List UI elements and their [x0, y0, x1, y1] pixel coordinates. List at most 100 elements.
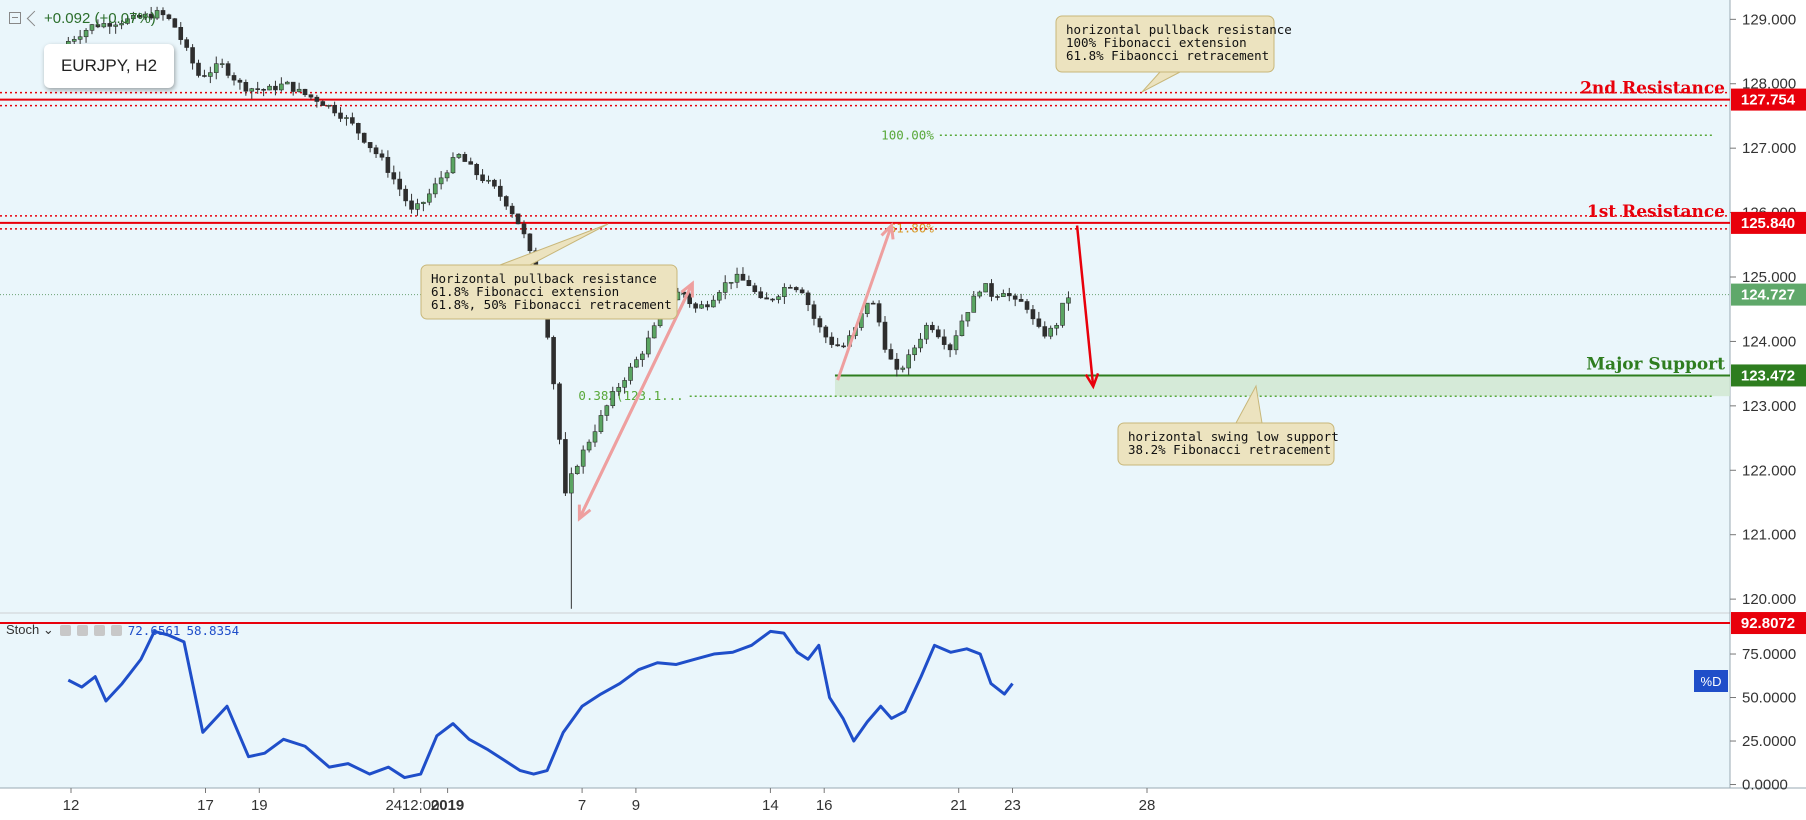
candle-body[interactable]	[711, 299, 716, 308]
candle-body[interactable]	[119, 23, 124, 26]
candle-body[interactable]	[995, 296, 1000, 298]
candle-body[interactable]	[912, 347, 917, 356]
candle-body[interactable]	[421, 201, 426, 204]
candle-body[interactable]	[202, 75, 207, 77]
candle-body[interactable]	[125, 18, 130, 24]
candle-body[interactable]	[261, 89, 266, 91]
candle-body[interactable]	[415, 203, 420, 210]
candle-body[interactable]	[148, 13, 154, 19]
candle-body[interactable]	[876, 303, 882, 323]
candle-body[interactable]	[906, 354, 911, 369]
candle-body[interactable]	[971, 295, 977, 313]
candle-body[interactable]	[793, 287, 799, 291]
support-zone[interactable]	[834, 375, 1730, 397]
candle-body[interactable]	[83, 30, 89, 38]
candle-body[interactable]	[344, 117, 349, 119]
candle-body[interactable]	[113, 24, 118, 27]
candle-body[interactable]	[89, 24, 95, 31]
candle-body[interactable]	[864, 302, 870, 314]
candle-body[interactable]	[131, 15, 136, 20]
candle-body[interactable]	[403, 188, 408, 202]
candle-body[interactable]	[882, 321, 888, 350]
candle-body[interactable]	[71, 39, 77, 42]
candle-body[interactable]	[397, 178, 403, 190]
candle-body[interactable]	[137, 15, 142, 18]
candle-body[interactable]	[734, 273, 740, 283]
candle-body[interactable]	[503, 196, 509, 207]
candle-body[interactable]	[527, 233, 533, 252]
callout-box[interactable]	[1117, 422, 1335, 466]
candle-body[interactable]	[1048, 327, 1053, 337]
candle-body[interactable]	[237, 79, 243, 83]
candle-body[interactable]	[728, 281, 734, 284]
candle-body[interactable]	[320, 101, 326, 106]
candle-body[interactable]	[338, 112, 343, 119]
candle-body[interactable]	[817, 318, 823, 328]
candle-body[interactable]	[610, 391, 616, 407]
candle-body[interactable]	[521, 223, 527, 235]
candle-body[interactable]	[172, 18, 178, 28]
candle-body[interactable]	[569, 473, 574, 494]
candle-body[interactable]	[722, 282, 728, 293]
candle-body[interactable]	[219, 63, 225, 65]
eye-icon[interactable]	[59, 624, 71, 636]
close-icon[interactable]	[110, 624, 122, 636]
candle-body[interactable]	[1006, 293, 1012, 297]
candle-body[interactable]	[580, 449, 586, 467]
candle-body[interactable]	[604, 405, 610, 416]
candle-body[interactable]	[190, 47, 195, 64]
candle-body[interactable]	[823, 326, 829, 338]
candle-body[interactable]	[255, 88, 260, 90]
candle-body[interactable]	[900, 367, 906, 370]
candle-body[interactable]	[1042, 326, 1048, 337]
stoch-label[interactable]: Stoch ⌄	[6, 622, 54, 637]
candle-body[interactable]	[935, 329, 941, 338]
candle-body[interactable]	[746, 280, 752, 286]
candle-body[interactable]	[166, 14, 172, 19]
candle-body[interactable]	[1060, 302, 1065, 326]
candle-body[interactable]	[592, 431, 598, 443]
candle-body[interactable]	[355, 122, 361, 134]
candle-body[interactable]	[693, 303, 698, 309]
candle-body[interactable]	[213, 63, 219, 73]
candle-body[interactable]	[894, 358, 900, 370]
candle-body[interactable]	[574, 465, 580, 474]
candle-body[interactable]	[498, 185, 503, 197]
candle-body[interactable]	[367, 142, 373, 149]
candle-body[interactable]	[1012, 295, 1018, 300]
candle-body[interactable]	[1054, 325, 1059, 329]
candle-body[interactable]	[776, 296, 781, 300]
candle-body[interactable]	[178, 27, 184, 40]
stoch-d-line[interactable]	[67, 629, 1014, 780]
symbol-card[interactable]: EURJPY, H2	[44, 44, 174, 88]
candle-body[interactable]	[835, 344, 840, 347]
collapse-icon[interactable]	[9, 12, 21, 24]
candle-body[interactable]	[563, 439, 568, 494]
candle-body[interactable]	[154, 10, 160, 19]
candle-body[interactable]	[332, 105, 337, 114]
candle-body[interactable]	[687, 293, 693, 305]
candle-body[interactable]	[101, 23, 107, 28]
candle-body[interactable]	[361, 132, 367, 143]
candle-body[interactable]	[924, 324, 929, 340]
forecast-arrow[interactable]	[1075, 225, 1095, 387]
candle-body[interactable]	[284, 81, 290, 85]
candle-body[interactable]	[208, 72, 213, 77]
candle-body[interactable]	[196, 62, 201, 76]
candle-body[interactable]	[716, 292, 722, 301]
candle-body[interactable]	[811, 304, 817, 319]
projection-arrow[interactable]	[836, 224, 893, 381]
candle-body[interactable]	[758, 291, 764, 299]
plus-icon[interactable]	[93, 624, 105, 636]
candle-body[interactable]	[705, 304, 710, 308]
candle-body[interactable]	[444, 172, 450, 179]
candle-body[interactable]	[385, 156, 391, 173]
candle-body[interactable]	[1066, 297, 1071, 304]
candle-body[interactable]	[699, 304, 704, 309]
gear-icon[interactable]	[76, 624, 88, 636]
candle-body[interactable]	[622, 380, 627, 388]
candle-body[interactable]	[752, 285, 758, 293]
candle-body[interactable]	[480, 174, 485, 182]
candle-body[interactable]	[302, 88, 308, 96]
candle-body[interactable]	[1001, 293, 1006, 298]
